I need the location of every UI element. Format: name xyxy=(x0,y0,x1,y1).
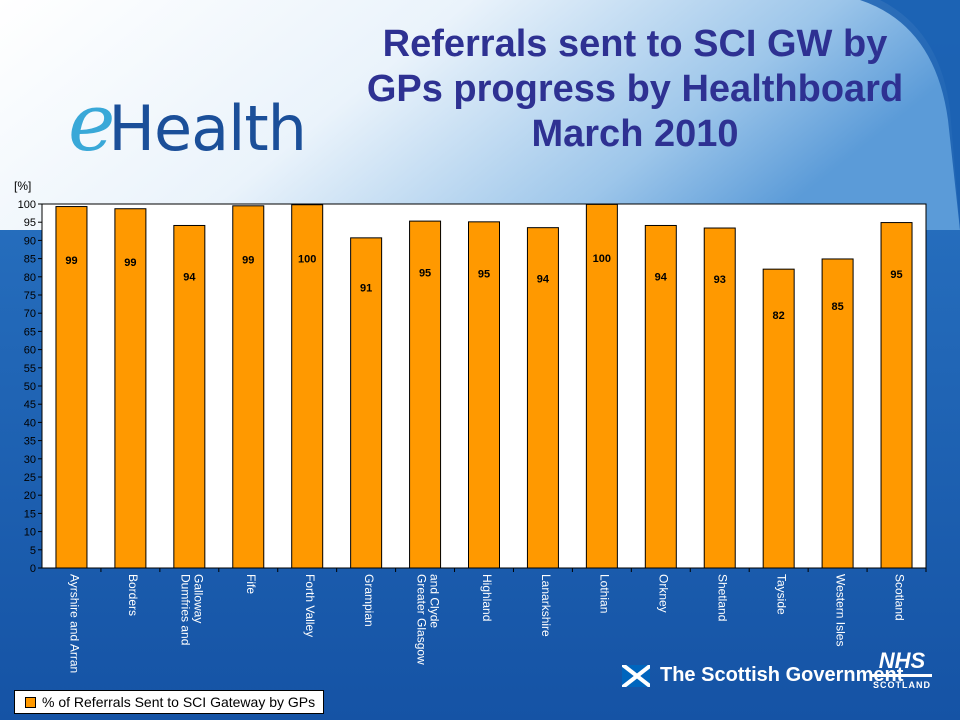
data-label: 99 xyxy=(242,254,254,266)
bar xyxy=(762,268,795,569)
x-tick-label: Lothian xyxy=(598,574,612,613)
nhs-logo-text: NHS xyxy=(872,648,932,677)
x-tick-label: Borders xyxy=(126,574,140,616)
y-tick-label: 50 xyxy=(24,381,36,393)
data-label: 95 xyxy=(890,269,902,281)
y-tick-label: 80 xyxy=(24,272,36,284)
bar xyxy=(350,237,383,569)
x-tick-label: Orkney xyxy=(657,574,671,613)
x-tick-label: Scotland xyxy=(892,574,906,621)
data-label: 99 xyxy=(65,255,77,267)
y-tick-label: 70 xyxy=(24,308,36,320)
data-label: 94 xyxy=(183,272,196,284)
nhs-logo-subtext: SCOTLAND xyxy=(873,680,931,690)
y-tick-label: 85 xyxy=(24,254,36,266)
y-tick-label: 95 xyxy=(24,217,36,229)
y-tick-label: 15 xyxy=(24,508,36,520)
x-tick-label-line: Greater Glasgow xyxy=(414,574,428,665)
y-tick-label: 45 xyxy=(24,399,36,411)
y-tick-label: 25 xyxy=(24,472,36,484)
x-tick-label: Lanarkshire xyxy=(539,574,553,637)
x-tick-label-line: Orkney xyxy=(657,574,671,613)
x-tick-label-line: Lanarkshire xyxy=(539,574,553,637)
y-tick-label: 65 xyxy=(24,326,36,338)
logo-word: Health xyxy=(108,92,307,165)
x-tick-label: Ayrshire and Arran xyxy=(67,574,81,673)
x-tick-label: Forth Valley xyxy=(303,574,317,637)
y-tick-label: 100 xyxy=(18,199,36,211)
x-tick-label-line: Dumfries and xyxy=(179,574,193,645)
x-tick-label-line: Fife xyxy=(244,574,258,594)
bar-chart: [%] 0 5 10 15 20 25 30 35 40 45 50 55 60 65 70 75 80 85 90 9… xyxy=(14,179,927,673)
x-tick-label: Tayside xyxy=(774,574,788,615)
y-tick-label: 30 xyxy=(24,454,36,466)
data-label: 82 xyxy=(773,310,785,322)
saltire-flag-icon xyxy=(622,664,650,687)
data-label: 94 xyxy=(655,272,668,284)
bar xyxy=(291,204,324,569)
ehealth-logo: eHealth xyxy=(68,83,307,165)
bar xyxy=(644,224,677,569)
data-label: 99 xyxy=(124,257,136,269)
x-tick-label-line: Grampian xyxy=(362,574,376,627)
x-tick-label-line: Tayside xyxy=(774,574,788,615)
x-tick-label-line: Forth Valley xyxy=(303,574,317,637)
data-label: 95 xyxy=(419,268,431,280)
x-tick-label-line: Borders xyxy=(126,574,140,616)
bar xyxy=(173,224,206,569)
x-tick-label-line: and Clyde xyxy=(427,574,441,628)
data-label: 94 xyxy=(537,274,550,286)
data-label: 100 xyxy=(298,253,316,265)
chart-legend: % of Referrals Sent to SCI Gateway by GP… xyxy=(14,690,325,714)
x-tick-label: Grampian xyxy=(362,574,376,627)
x-tick-label-line: Shetland xyxy=(716,574,730,621)
y-tick-label: 60 xyxy=(24,345,36,357)
x-tick-label-line: Scotland xyxy=(892,574,906,621)
scottish-government-logo: The Scottish Government xyxy=(622,664,903,687)
bar xyxy=(409,220,442,569)
y-tick-label: 5 xyxy=(30,545,36,557)
y-tick-label: 10 xyxy=(24,527,36,539)
bar xyxy=(55,206,88,569)
x-tick-label: Shetland xyxy=(716,574,730,621)
data-label: 93 xyxy=(714,274,726,286)
data-label: 95 xyxy=(478,268,490,280)
x-tick-label: Fife xyxy=(244,574,258,594)
x-tick-label-line: Galloway xyxy=(192,574,206,623)
x-tick-label: Dumfries and Galloway xyxy=(179,574,206,645)
data-label: 100 xyxy=(593,253,611,265)
nhs-scotland-logo: NHS SCOTLAND xyxy=(872,648,932,690)
x-tick-label-line: Highland xyxy=(480,574,494,621)
slide-title: Referrals sent to SCI GW by GPs progress… xyxy=(366,23,904,155)
legend-swatch xyxy=(25,696,36,708)
y-tick-label: 55 xyxy=(24,363,36,375)
bar xyxy=(821,258,854,569)
y-tick-label: 90 xyxy=(24,235,36,247)
x-tick-label: Highland xyxy=(480,574,494,621)
government-name: The Scottish Government xyxy=(660,664,904,686)
bar xyxy=(114,208,147,569)
x-tick-label: Greater Glasgow and Clyde xyxy=(414,574,441,665)
bar xyxy=(585,203,618,569)
y-tick-label: 35 xyxy=(24,436,36,448)
x-tick-label: Western Isles xyxy=(833,574,847,646)
y-tick-label: 75 xyxy=(24,290,36,302)
y-tick-label: 40 xyxy=(24,417,36,429)
x-tick-label-line: Ayrshire and Arran xyxy=(67,574,81,673)
bar xyxy=(232,205,265,569)
bar xyxy=(468,221,500,569)
bar xyxy=(703,227,736,569)
y-tick-label: 0 xyxy=(30,563,36,575)
bar xyxy=(526,227,559,569)
data-label: 91 xyxy=(360,282,372,294)
y-tick-label: 20 xyxy=(24,490,36,502)
bar xyxy=(880,222,913,569)
x-tick-label-line: Western Isles xyxy=(833,574,847,646)
logo-e-letter: e xyxy=(68,76,115,169)
legend-label: % of Referrals Sent to SCI Gateway by GP… xyxy=(42,694,316,710)
data-label: 85 xyxy=(831,301,843,313)
x-tick-label-line: Lothian xyxy=(598,574,612,613)
y-axis-label: [%] xyxy=(14,179,31,193)
